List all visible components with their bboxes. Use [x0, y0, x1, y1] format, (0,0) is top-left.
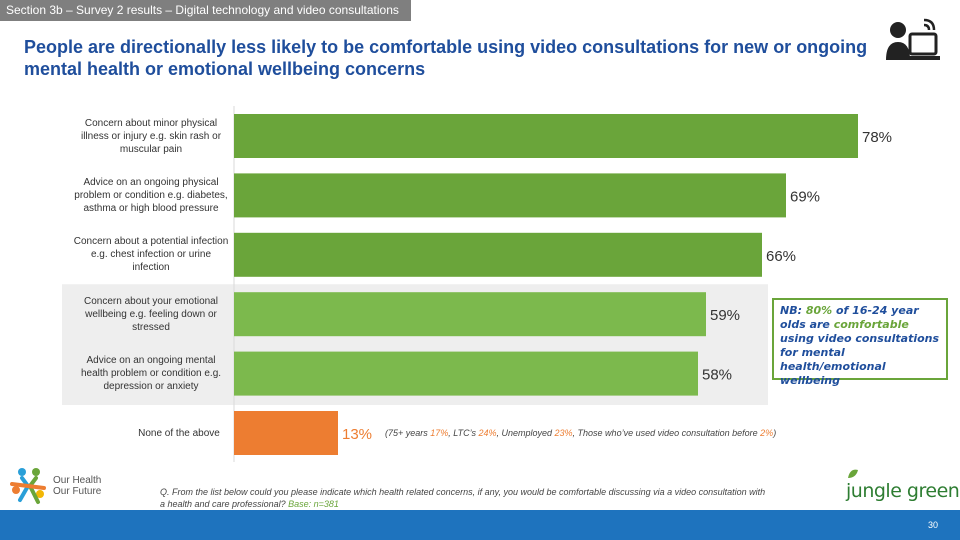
bar [234, 292, 706, 337]
data-label: 69% [790, 188, 820, 205]
subnote-value: 23% [554, 428, 573, 438]
data-label: 66% [766, 248, 796, 265]
survey-question: Q. From the list below could you please … [160, 486, 770, 510]
nb-callout: NB: 80% of 16-24 year olds are comfortab… [772, 298, 948, 387]
subnote-text: , Those who’ve used video consultation b… [572, 428, 761, 438]
subnote-value: 17% [430, 428, 449, 438]
page-title: People are directionally less likely to … [24, 37, 868, 79]
bar-chart: 78% 69% 66% 59% 58% 13% [62, 106, 892, 462]
bar [234, 114, 858, 158]
subnote-text: , Unemployed [496, 428, 555, 438]
bar [234, 411, 338, 455]
section-tab: Section 3b – Survey 2 results – Digital … [0, 0, 411, 21]
bar [234, 351, 698, 396]
category-label: Concern about a potential infection e.g.… [73, 236, 229, 274]
category-label: Advice on an ongoing mental health probl… [80, 355, 222, 393]
nb-middle: of 16-24 year olds are [780, 304, 919, 331]
nb-prefix: NB: [780, 304, 806, 317]
nb-highlight-2: comfortable [833, 318, 909, 331]
subnote-text: (75+ years [385, 428, 431, 438]
jungle-green-leaf-icon [848, 469, 858, 478]
bar [234, 232, 762, 277]
category-label: Advice on an ongoing physical problem or… [74, 176, 228, 214]
data-label: 13% [342, 426, 372, 443]
subnote-text: , LTC’s [448, 428, 479, 438]
person-at-computer-icon [886, 18, 940, 60]
category-label: None of the above [138, 427, 220, 439]
page-number: 30 [927, 520, 938, 530]
data-label: 59% [710, 307, 740, 324]
ohof-line-1: Our Health [53, 475, 102, 486]
our-health-our-future-logo [10, 468, 46, 504]
jungle-green-logo-text: jungle green [846, 480, 960, 502]
subnote-text: ) [773, 428, 777, 438]
question-base: Base: n=381 [288, 499, 339, 509]
subnote-value: 2% [760, 428, 774, 438]
footer-bar [0, 510, 960, 540]
none-subnote: (75+ years 17%, LTC’s 24%, Unemployed 23… [385, 428, 776, 438]
bar [234, 173, 786, 218]
nb-highlight: 80% [805, 304, 833, 317]
ohof-logo-text: Our Health Our Future [53, 475, 101, 497]
ohof-line-2: Our Future [53, 486, 102, 497]
category-label: Concern about minor physical illness or … [80, 117, 222, 155]
data-label: 78% [862, 129, 892, 146]
nb-suffix: using video consultations for mental hea… [780, 332, 940, 387]
subnote-value: 24% [478, 428, 497, 438]
category-label: Concern about your emotional wellbeing e… [84, 295, 218, 333]
question-text: Q. From the list below could you please … [160, 487, 766, 509]
data-label: 58% [702, 367, 732, 384]
